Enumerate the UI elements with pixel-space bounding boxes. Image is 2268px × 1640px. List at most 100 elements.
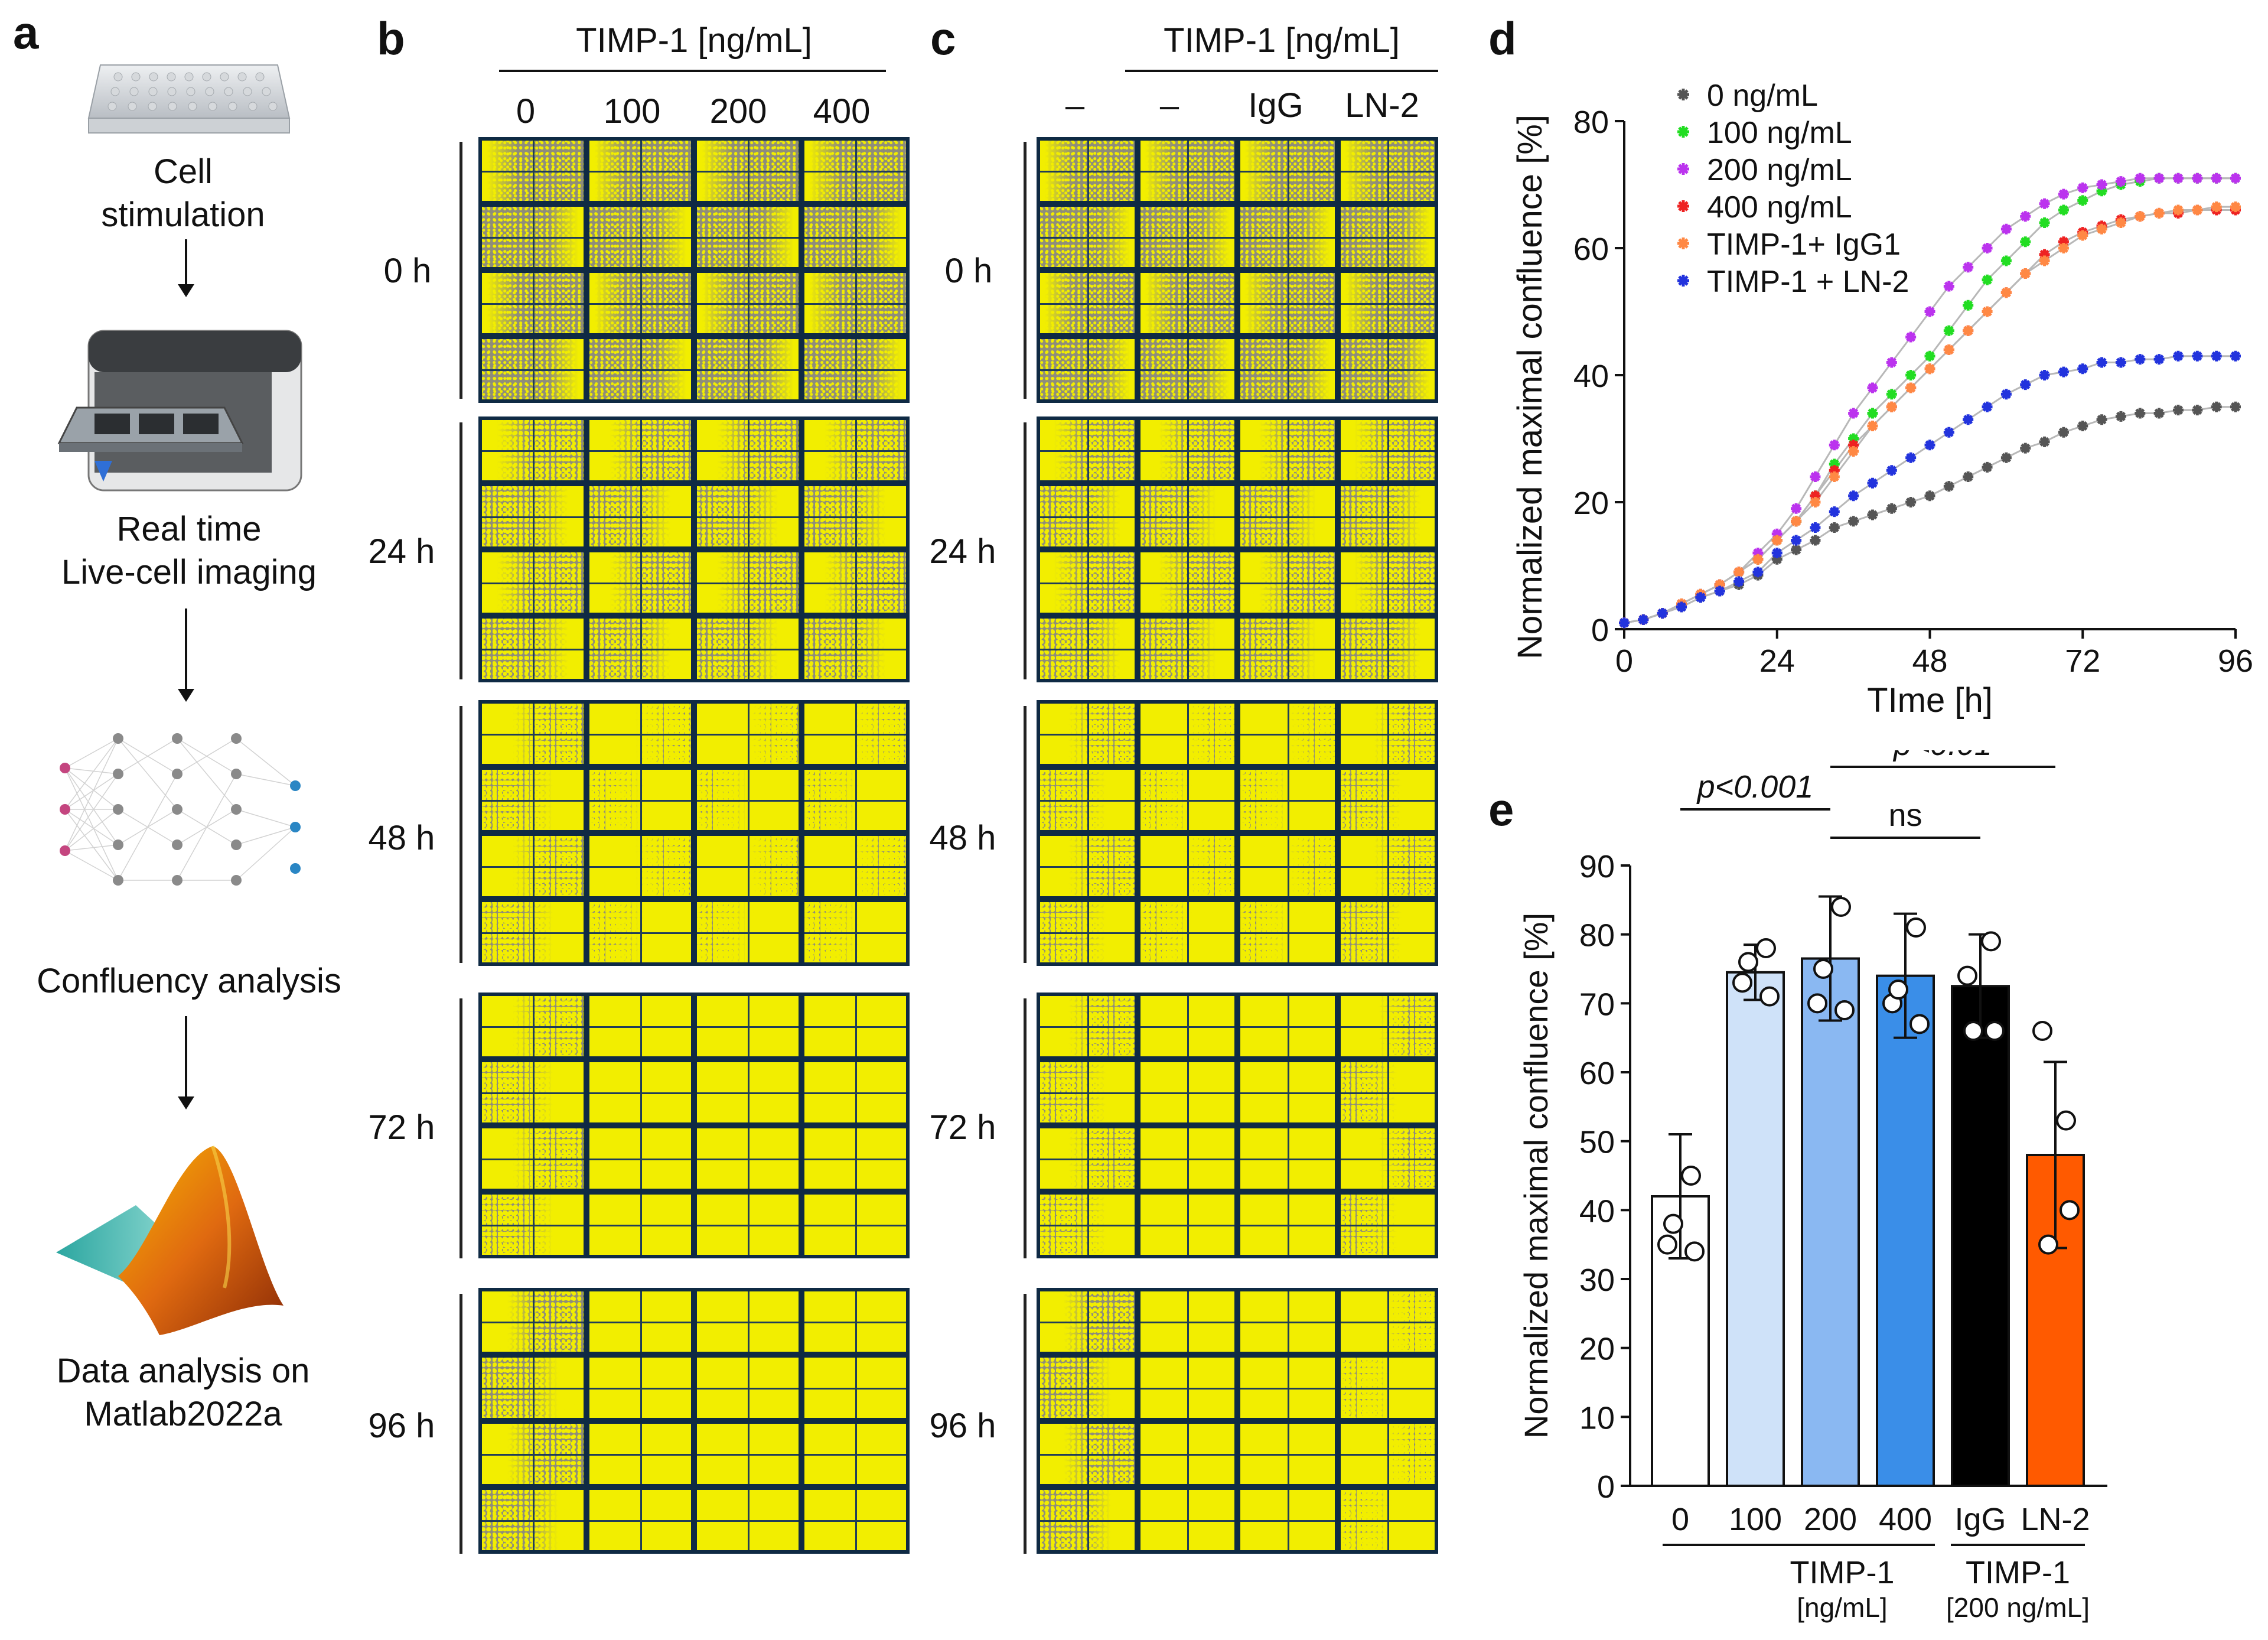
data-point: [1714, 585, 1725, 597]
panel-b-well-image: [804, 207, 906, 267]
x-tick-label: 200: [1804, 1502, 1857, 1537]
panel-e-bar-chart: 0 10 20 30 40 50 60 70 80 90 Normalized maximal co…: [1517, 750, 2107, 1623]
data-point: [1982, 461, 1993, 473]
y-tick-label: 20: [1573, 486, 1609, 521]
data-point: [1657, 1234, 1677, 1255]
legend-label: 200 ng/mL: [1707, 153, 1852, 187]
panel-b-row-label: 96 h: [368, 1407, 435, 1445]
y-tick-label: 0: [1591, 613, 1609, 648]
data-point: [1943, 325, 1954, 336]
data-point: [1963, 471, 1974, 482]
panel-c-well-image: [1340, 1128, 1435, 1189]
data-point: [2115, 411, 2126, 422]
data-point: [1867, 421, 1878, 431]
panel-c-well-image: [1240, 770, 1335, 830]
data-point: [2039, 436, 2050, 447]
data-point: [1810, 471, 1821, 482]
step-confluency-analysis: Confluency analysis: [12, 960, 366, 1003]
panel-c-well-image: [1340, 141, 1435, 201]
panel-c-well-image: [1340, 996, 1435, 1056]
panel-b-well-image: [482, 552, 584, 613]
panel-c-well-image: [1240, 552, 1335, 613]
x-tick-label: 400: [1879, 1502, 1932, 1537]
x-tick-label: 48: [1912, 643, 1947, 679]
data-point: [1657, 608, 1668, 619]
panel-c-well-image: [1340, 339, 1435, 399]
panel-b-well-image: [589, 420, 691, 480]
panel-c-bracket: [1024, 998, 1027, 1258]
panel-b-well-image: [589, 1424, 691, 1484]
data-point: [1888, 980, 1908, 1000]
panel-c-well-image: [1240, 1291, 1335, 1352]
y-tick-label: 0: [1597, 1469, 1615, 1505]
data-point: [2020, 379, 2031, 391]
panel-c-well-image: [1240, 902, 1335, 962]
panel-c-well-image: [1240, 619, 1335, 679]
panel-b-col-1: 100: [603, 92, 661, 131]
legend-label: TIMP-1 + LN-2: [1707, 265, 1909, 299]
panel-c-well-image: [1340, 619, 1435, 679]
panel-c-well-image: [1040, 486, 1135, 546]
panel-c-well-image: [1240, 339, 1335, 399]
panel-b-well-image: [697, 1128, 799, 1189]
panel-b-col-3: 400: [813, 92, 871, 131]
panel-c-row-label: 24 h: [929, 532, 996, 571]
data-point: [2039, 370, 2050, 380]
data-point: [2039, 217, 2050, 228]
x-tick-label: 0: [1671, 1502, 1689, 1537]
panel-c-well-image: [1340, 420, 1435, 480]
data-point: [1829, 458, 1840, 470]
panel-b-image-grid: [478, 416, 910, 682]
x-tick-label: IgG: [1954, 1502, 2006, 1537]
y-tick-label: 10: [1579, 1400, 1615, 1436]
panel-c-image-grid: [1037, 1288, 1438, 1554]
data-point: [2230, 401, 2241, 412]
data-point: [2039, 249, 2050, 260]
panel-c-well-image: [1240, 1358, 1335, 1418]
group-label-unit: [ng/mL]: [1797, 1592, 1887, 1623]
panel-b-well-image: [589, 996, 691, 1056]
panel-c-well-image: [1140, 552, 1234, 613]
panel-b-well-image: [589, 552, 691, 613]
panel-c-well-image: [1240, 704, 1335, 764]
data-point: [1981, 931, 2001, 952]
data-point: [1681, 1166, 1701, 1186]
panel-b-well-image: [482, 1358, 584, 1418]
panel-c-well-image: [1340, 486, 1435, 546]
panel-b-well-image: [589, 1490, 691, 1550]
panel-c-image-grid: [1037, 416, 1438, 682]
panel-c-header-line: [1125, 70, 1438, 72]
panel-c-well-image: [1140, 1062, 1234, 1122]
data-point: [2060, 1200, 2080, 1221]
data-point: [1791, 535, 1802, 546]
data-point: [1905, 382, 1917, 393]
panel-b-well-image: [482, 207, 584, 267]
panel-b-well-image: [589, 141, 691, 201]
y-tick-label: 50: [1579, 1125, 1615, 1160]
panel-c-well-image: [1140, 1291, 1234, 1352]
data-point: [1848, 433, 1859, 444]
data-point: [2135, 211, 2146, 222]
data-point: [1791, 516, 1802, 527]
panel-b-well-image: [697, 486, 799, 546]
data-point: [2135, 408, 2146, 419]
panel-c-well-image: [1040, 420, 1135, 480]
panel-c-well-image: [1140, 836, 1234, 896]
panel-b-well-image: [482, 1128, 584, 1189]
y-tick-label: 80: [1579, 918, 1615, 954]
step-1-text: Cell stimulation: [101, 152, 265, 234]
panel-b-well-image: [804, 420, 906, 480]
legend-label: 0 ng/mL: [1707, 79, 1818, 113]
data-point: [1943, 427, 1954, 438]
data-point: [1905, 331, 1917, 343]
legend-marker: [1677, 275, 1689, 287]
panel-b-well-image: [697, 1424, 799, 1484]
panel-c-well-image: [1140, 207, 1234, 267]
panel-b-well-image: [697, 619, 799, 679]
data-point: [2039, 198, 2050, 209]
data-point: [2172, 204, 2184, 216]
data-point: [2000, 452, 2012, 463]
data-point: [1963, 300, 1974, 311]
y-tick-label: 40: [1573, 359, 1609, 394]
data-point: [1813, 959, 1833, 979]
